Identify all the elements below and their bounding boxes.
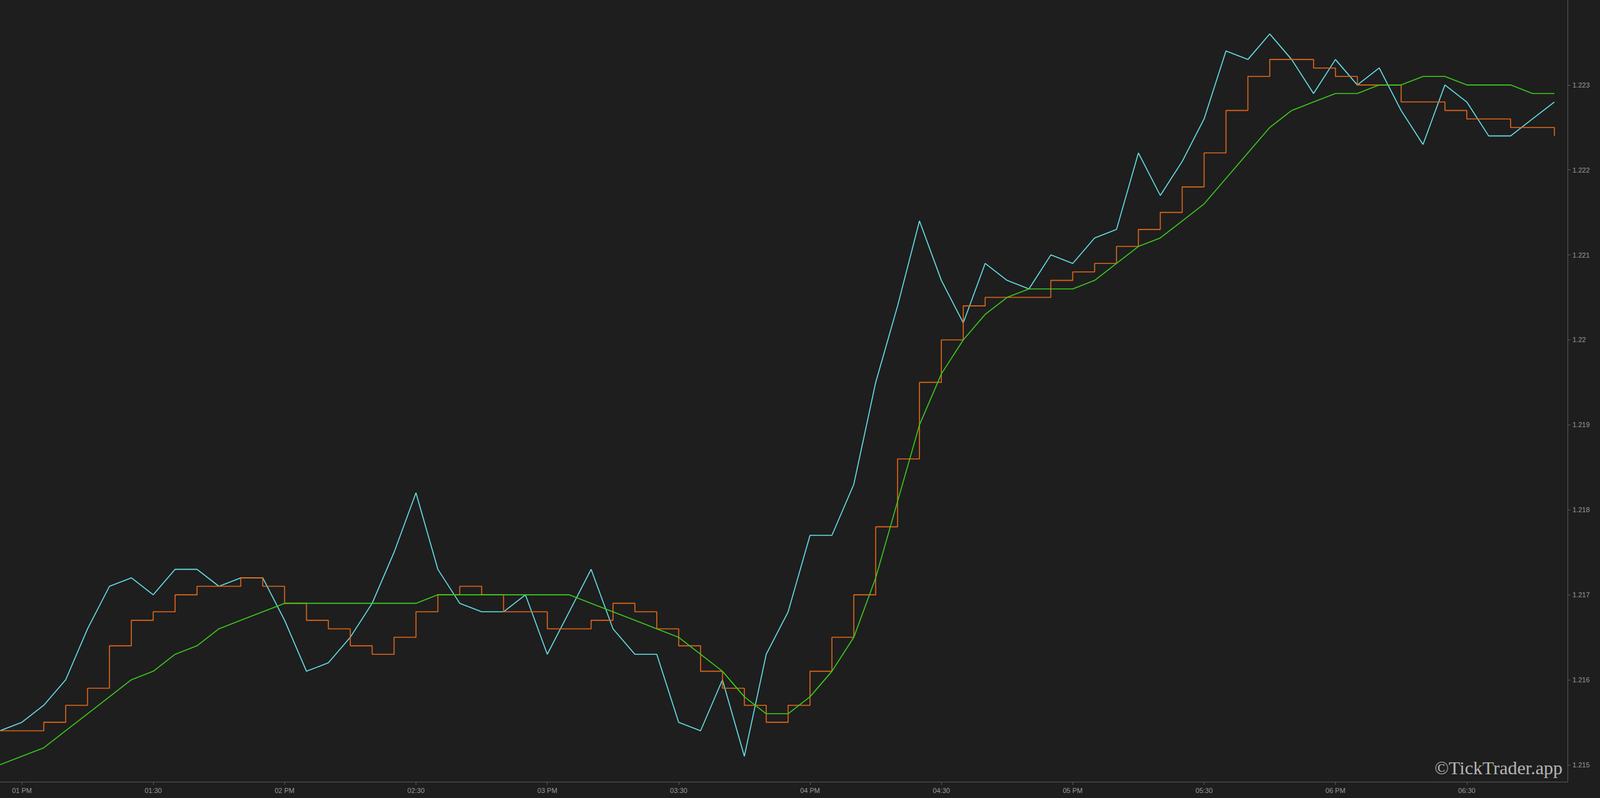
svg-text:02 PM: 02 PM [274, 786, 295, 794]
svg-text:1.218: 1.218 [1572, 505, 1590, 514]
svg-text:1.22: 1.22 [1572, 335, 1586, 344]
svg-text:03:30: 03:30 [670, 786, 688, 794]
svg-text:05:30: 05:30 [1195, 786, 1214, 794]
svg-text:1.221: 1.221 [1572, 251, 1590, 259]
svg-text:06:30: 06:30 [1458, 786, 1476, 794]
svg-text:06 PM: 06 PM [1325, 786, 1346, 794]
svg-text:1.223: 1.223 [1572, 81, 1590, 89]
svg-text:05 PM: 05 PM [1062, 786, 1083, 794]
svg-text:01:30: 01:30 [144, 786, 162, 794]
svg-text:02:30: 02:30 [407, 786, 425, 794]
svg-text:04:30: 04:30 [932, 786, 950, 794]
svg-text:01 PM: 01 PM [11, 786, 32, 794]
svg-text:1.216: 1.216 [1572, 675, 1590, 684]
svg-text:1.219: 1.219 [1572, 420, 1590, 429]
svg-text:1.217: 1.217 [1572, 590, 1590, 599]
svg-text:03 PM: 03 PM [537, 786, 558, 794]
svg-text:©TickTrader.app: ©TickTrader.app [1434, 756, 1563, 778]
svg-text:1.215: 1.215 [1572, 760, 1590, 769]
svg-text:04 PM: 04 PM [800, 786, 820, 794]
svg-text:1.222: 1.222 [1572, 166, 1590, 174]
